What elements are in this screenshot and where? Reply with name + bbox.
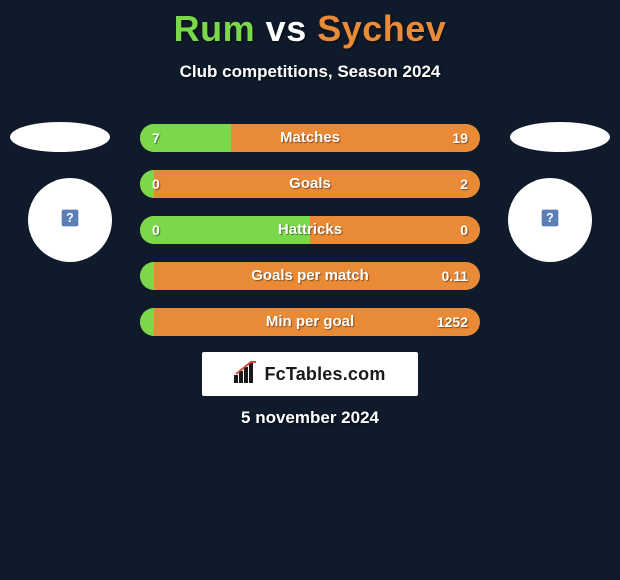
stat-label: Goals per match xyxy=(140,262,480,290)
title-vs: vs xyxy=(266,8,307,49)
subtitle: Club competitions, Season 2024 xyxy=(0,62,620,82)
stat-value-right: 0 xyxy=(460,216,468,244)
stat-value-right: 19 xyxy=(452,124,468,152)
title-player2: Sychev xyxy=(317,8,446,49)
chart-icon xyxy=(234,361,258,388)
stat-bar: 7 Matches 19 xyxy=(140,124,480,152)
stat-label: Hattricks xyxy=(140,216,480,244)
flag-oval-left xyxy=(10,122,110,152)
brand-link[interactable]: FcTables.com xyxy=(202,352,418,396)
stat-label: Goals xyxy=(140,170,480,198)
svg-text:?: ? xyxy=(546,211,554,225)
stat-bar: Goals per match 0.11 xyxy=(140,262,480,290)
avatar-right: ? xyxy=(508,178,592,262)
question-icon: ? xyxy=(60,208,80,233)
footer-date: 5 november 2024 xyxy=(0,408,620,428)
flag-oval-right xyxy=(510,122,610,152)
stat-value-right: 0.11 xyxy=(442,262,468,290)
stat-label: Min per goal xyxy=(140,308,480,336)
avatar-left: ? xyxy=(28,178,112,262)
brand-text: FcTables.com xyxy=(264,364,385,385)
page-title: Rum vs Sychev xyxy=(0,0,620,50)
stat-value-right: 1252 xyxy=(437,308,468,336)
stat-bar: 0 Goals 2 xyxy=(140,170,480,198)
stat-bar: 0 Hattricks 0 xyxy=(140,216,480,244)
stats-bars: 7 Matches 19 0 Goals 2 0 Hattricks 0 Goa… xyxy=(140,124,480,354)
title-player1: Rum xyxy=(174,8,256,49)
stat-label: Matches xyxy=(140,124,480,152)
stat-value-right: 2 xyxy=(460,170,468,198)
question-icon: ? xyxy=(540,208,560,233)
stat-bar: Min per goal 1252 xyxy=(140,308,480,336)
svg-text:?: ? xyxy=(66,211,74,225)
